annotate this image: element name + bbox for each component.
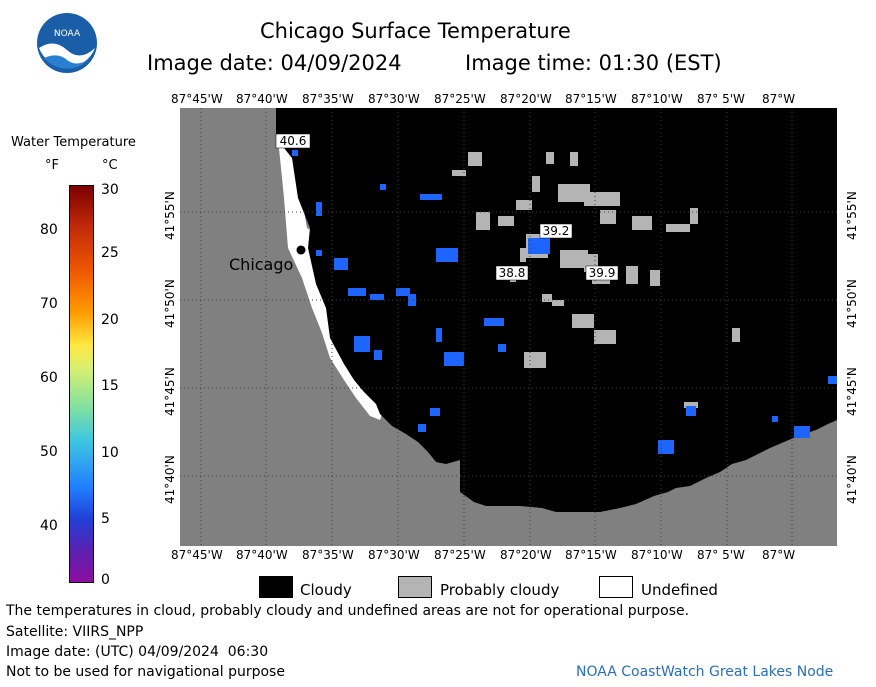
lon-label-bottom: 87°10'W: [631, 548, 683, 562]
lon-label-top: 87°30'W: [368, 92, 420, 106]
legend-swatch-cloudy: [259, 576, 293, 598]
colorbar-f-tick: 70: [40, 296, 58, 312]
svg-text:NOAA: NOAA: [54, 29, 81, 39]
colorbar-f-tick: 60: [40, 370, 58, 386]
colorbar-unit-c: °C: [102, 158, 118, 173]
legend-swatch-undefined: [599, 576, 633, 598]
colorbar-c-tick: 15: [101, 378, 119, 394]
lon-label-top: 87°40'W: [236, 92, 288, 106]
lon-label-top: 87°10'W: [631, 92, 683, 106]
chicago-marker: [296, 245, 306, 255]
lon-label-bottom: 87°40'W: [236, 548, 288, 562]
satellite-text: Satellite: VIIRS_NPP: [6, 624, 144, 640]
credit-text: NOAA CoastWatch Great Lakes Node: [576, 664, 834, 680]
lat-label-left: 41°50'N: [163, 279, 177, 328]
temp-label: 39.2: [543, 224, 570, 238]
lon-label-bottom: 87°35'W: [302, 548, 354, 562]
image-time: Image time: 01:30 (EST): [465, 51, 722, 75]
legend-label-undefined: Undefined: [641, 581, 718, 599]
temp-label-boxes: [275, 133, 619, 281]
colorbar-f-tick: 40: [40, 518, 58, 534]
lon-label-bottom: 87°W: [762, 548, 796, 562]
colorbar-unit-f: °F: [45, 158, 59, 173]
colorbar-c-tick: 25: [101, 245, 119, 261]
colorbar-gradient: [69, 185, 94, 583]
legend-swatch-probably-cloudy: [398, 576, 432, 598]
colorbar-c-tick: 30: [101, 182, 119, 198]
lat-label-right: 41°50'N: [845, 279, 859, 328]
graticule: [180, 108, 837, 546]
temp-label: 39.9: [589, 266, 616, 280]
lon-label-top: 87°35'W: [302, 92, 354, 106]
lat-label-left: 41°45'N: [163, 367, 177, 416]
lon-label-top: 87°25'W: [434, 92, 486, 106]
colorbar-c-tick: 0: [101, 572, 110, 588]
lat-label-right: 41°55'N: [845, 191, 859, 240]
lon-label-top: 87°W: [762, 92, 796, 106]
colorbar-c-tick: 20: [101, 312, 119, 328]
lon-label-top: 87°20'W: [500, 92, 552, 106]
lon-label-bottom: 87°20'W: [500, 548, 552, 562]
legend-label-probably-cloudy: Probably cloudy: [440, 581, 560, 599]
lon-label-top: 87°45'W: [171, 92, 223, 106]
lat-label-right: 41°40'N: [845, 455, 859, 504]
lon-label-bottom: 87°15'W: [565, 548, 617, 562]
disclaimer-text: The temperatures in cloud, probably clou…: [6, 603, 690, 619]
temp-label: 40.6: [280, 134, 307, 148]
colorbar-c-tick: 5: [101, 511, 110, 527]
colorbar-f-tick: 50: [40, 444, 58, 460]
utc-date-text: Image date: (UTC) 04/09/2024 06:30: [6, 644, 269, 660]
lon-label-top: 87° 5'W: [697, 92, 745, 106]
colorbar-f-tick: 80: [40, 222, 58, 238]
colorbar-title: Water Temperature: [11, 135, 136, 150]
lat-label-right: 41°45'N: [845, 367, 859, 416]
city-label: Chicago: [229, 255, 293, 274]
legend-label-cloudy: Cloudy: [300, 581, 352, 599]
lon-label-bottom: 87°25'W: [434, 548, 486, 562]
lat-label-left: 41°55'N: [163, 191, 177, 240]
lat-label-left: 41°40'N: [163, 455, 177, 504]
lon-label-bottom: 87° 5'W: [697, 548, 745, 562]
temp-label: 38.8: [499, 266, 526, 280]
colorbar-c-tick: 10: [101, 445, 119, 461]
page-title: Chicago Surface Temperature: [260, 19, 571, 43]
temperature-map: 40.6 39.2 38.8 39.9 Chicago: [180, 108, 837, 546]
navigation-warning: Not to be used for navigational purpose: [6, 664, 285, 680]
noaa-logo: NOAA: [37, 13, 97, 73]
image-date: Image date: 04/09/2024: [147, 51, 402, 75]
lon-label-bottom: 87°45'W: [171, 548, 223, 562]
lon-label-bottom: 87°30'W: [368, 548, 420, 562]
lon-label-top: 87°15'W: [565, 92, 617, 106]
